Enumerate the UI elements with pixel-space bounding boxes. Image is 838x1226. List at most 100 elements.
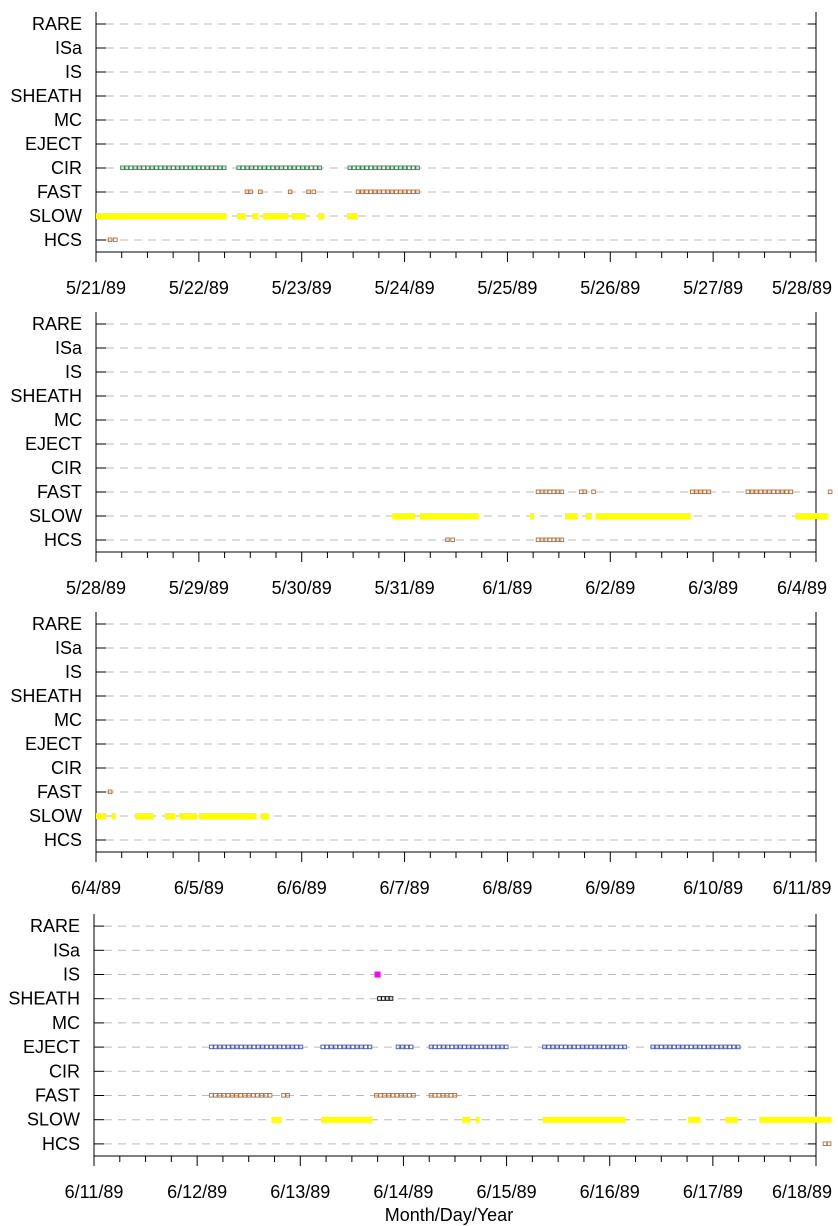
y-tick-label-eject: EJECT: [23, 1037, 80, 1057]
fast-marker: [312, 190, 316, 194]
x-tick-label: 6/13/89: [270, 1182, 330, 1202]
slow-wind-bar: [261, 813, 269, 819]
eject-marker: [364, 1045, 368, 1049]
slow-wind-bar: [179, 813, 196, 819]
eject-interval: [321, 1045, 372, 1049]
hcs-marker: [823, 1142, 827, 1146]
fast-marker: [449, 1094, 453, 1098]
x-tick-label: 6/12/89: [167, 1182, 227, 1202]
eject-marker: [547, 1045, 551, 1049]
eject-marker: [672, 1045, 676, 1049]
panel-2: RAREISaISSHEATHMCEJECTCIRFASTSLOWHCS5/28…: [10, 312, 832, 598]
cir-marker: [284, 166, 288, 170]
slow-wind-bar: [96, 213, 227, 219]
slow-wind-bar: [725, 1117, 737, 1123]
cir-marker: [254, 166, 258, 170]
cir-marker: [297, 166, 301, 170]
eject-marker: [295, 1045, 299, 1049]
y-tick-label-cir: CIR: [51, 158, 82, 178]
y-tick-label-fast: FAST: [37, 182, 82, 202]
fast-marker: [226, 1094, 230, 1098]
slow-wind-bar: [291, 213, 305, 219]
x-tick-label: 6/10/89: [683, 878, 743, 898]
x-axis-label: Month/Day/Year: [385, 1205, 513, 1225]
slow-wind-bar: [530, 513, 534, 519]
y-tick-label-slow: SLOW: [29, 506, 82, 526]
y-tick-label-is: IS: [63, 965, 80, 985]
hcs-marker: [548, 538, 552, 542]
eject-marker: [660, 1045, 664, 1049]
y-tick-label-isa: ISa: [55, 338, 83, 358]
eject-marker: [492, 1045, 496, 1049]
x-tick-label: 6/7/89: [380, 878, 430, 898]
y-tick-label-is: IS: [65, 62, 82, 82]
slow-wind-bar: [237, 213, 245, 219]
cir-marker: [352, 166, 356, 170]
slow-wind-bar: [420, 513, 479, 519]
y-tick-label-mc: MC: [54, 710, 82, 730]
x-tick-label: 5/29/89: [169, 578, 229, 598]
eject-marker: [210, 1045, 214, 1049]
x-tick-label: 6/8/89: [482, 878, 532, 898]
eject-interval: [543, 1045, 627, 1049]
slow-wind-bar: [759, 1117, 831, 1123]
y-tick-label-is: IS: [65, 362, 82, 382]
cir-marker: [214, 166, 218, 170]
fast-marker: [592, 490, 596, 494]
fast-marker: [548, 490, 552, 494]
hcs-marker: [451, 538, 455, 542]
x-tick-label: 5/26/89: [580, 278, 640, 298]
hcs-interval: [823, 1142, 831, 1146]
y-tick-label-rare: RARE: [30, 916, 80, 936]
slow-wind-bar: [96, 813, 106, 819]
cir-marker: [159, 166, 163, 170]
fast-marker: [746, 490, 750, 494]
y-tick-label-hcs: HCS: [42, 1134, 80, 1154]
y-tick-label-hcs: HCS: [44, 530, 82, 550]
x-tick-label: 5/22/89: [169, 278, 229, 298]
cir-marker: [241, 166, 245, 170]
fast-interval: [375, 1094, 416, 1098]
y-tick-label-hcs: HCS: [44, 830, 82, 850]
y-tick-label-isa: ISa: [55, 638, 83, 658]
cir-marker: [172, 166, 176, 170]
y-tick-label-eject: EJECT: [25, 434, 82, 454]
slow-wind-bar: [795, 513, 828, 519]
x-tick-label: 6/2/89: [585, 578, 635, 598]
slow-wind-bar: [271, 1117, 281, 1123]
slow-wind-bar: [462, 1117, 470, 1123]
fast-marker: [382, 190, 386, 194]
y-tick-label-fast: FAST: [37, 482, 82, 502]
eject-marker: [589, 1045, 593, 1049]
panel-1: RAREISaISSHEATHMCEJECTCIRFASTSLOWHCS5/21…: [10, 12, 832, 298]
cir-marker: [382, 166, 386, 170]
hcs-marker: [827, 1142, 831, 1146]
eject-marker: [227, 1045, 231, 1049]
panel-3: RAREISaISSHEATHMCEJECTCIRFASTSLOWHCS6/4/…: [10, 612, 831, 898]
x-tick-label: 6/15/89: [477, 1182, 537, 1202]
x-tick-label: 5/28/89: [772, 278, 832, 298]
fast-marker: [394, 190, 398, 194]
y-tick-label-sheath: SHEATH: [10, 386, 82, 406]
slow-wind-bar: [476, 1117, 480, 1123]
fast-interval: [536, 490, 563, 494]
x-tick-label: 6/6/89: [277, 878, 327, 898]
y-tick-label-isa: ISa: [55, 38, 83, 58]
fast-marker: [691, 490, 695, 494]
x-tick-label: 6/18/89: [772, 1182, 832, 1202]
eject-marker: [450, 1045, 454, 1049]
cir-marker: [184, 166, 188, 170]
x-tick-label: 5/21/89: [66, 278, 126, 298]
y-tick-label-mc: MC: [54, 410, 82, 430]
cir-marker: [309, 166, 313, 170]
fast-interval: [592, 490, 596, 494]
slow-wind-bar: [111, 813, 115, 819]
fast-marker: [282, 1094, 286, 1098]
slow-wind-bar: [318, 213, 324, 219]
slow-wind-bar: [688, 1117, 700, 1123]
panel-4: RAREISaISSHEATHMCEJECTCIRFASTSLOWHCS6/11…: [8, 914, 832, 1202]
x-tick-label: 6/5/89: [174, 878, 224, 898]
x-tick-label: 6/11/89: [65, 1182, 124, 1202]
eject-marker: [602, 1045, 606, 1049]
y-tick-label-mc: MC: [54, 110, 82, 130]
